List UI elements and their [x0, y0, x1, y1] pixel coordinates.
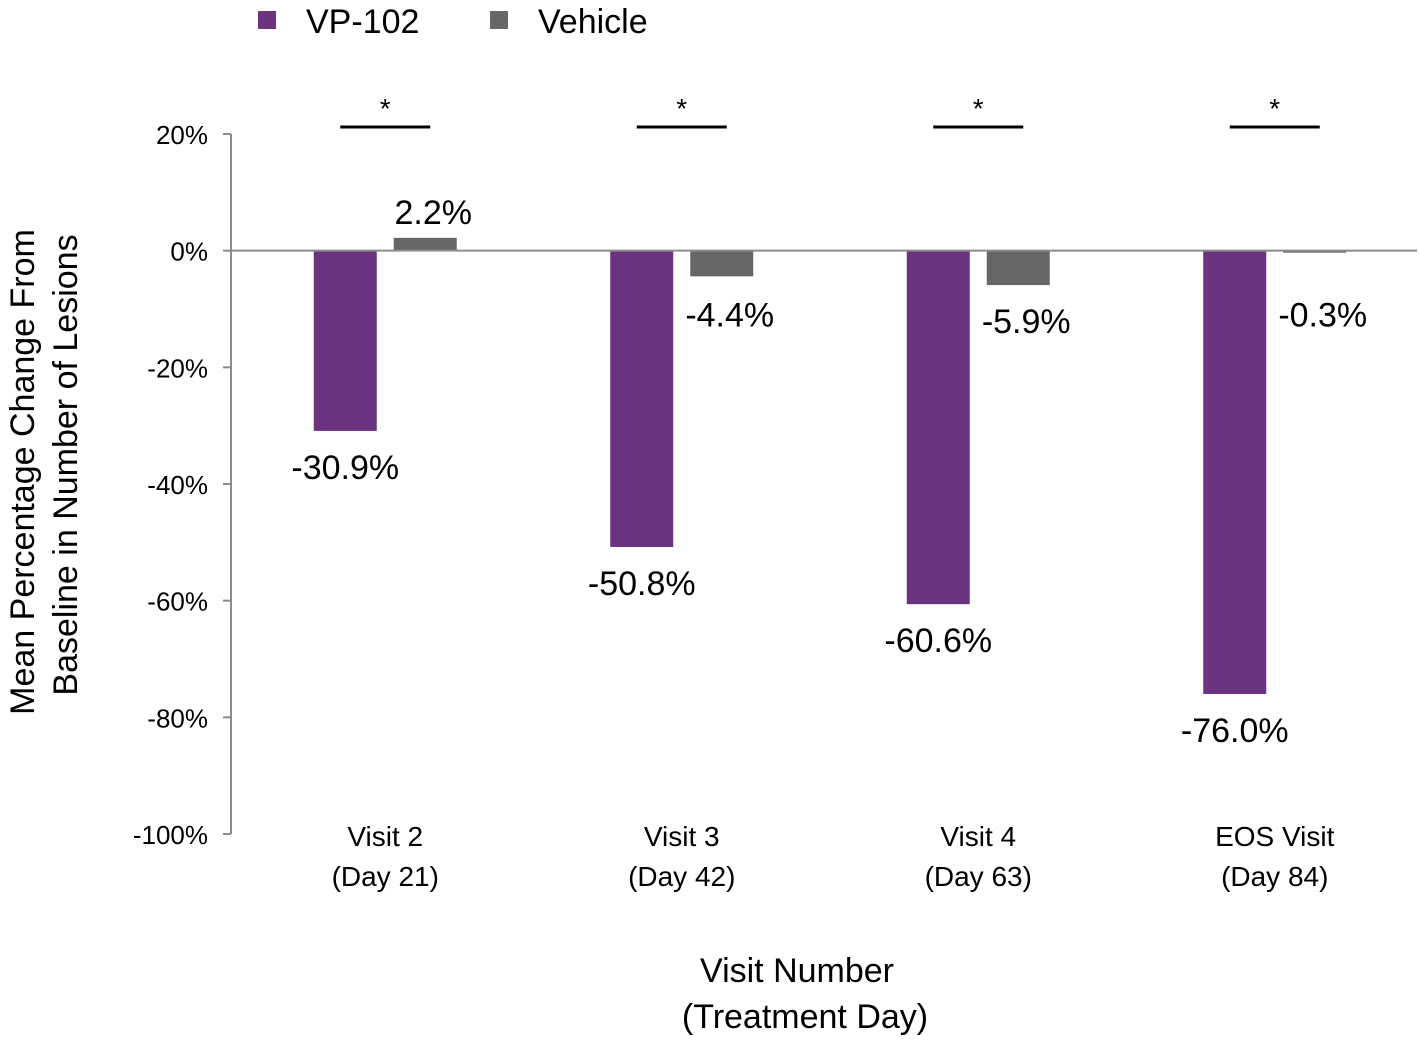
vp102-bar — [906, 250, 970, 605]
vehicle-data-label: -5.9% — [982, 303, 1071, 341]
y-tick-label: -40% — [147, 470, 208, 500]
category-label-line-1: Visit 4 — [940, 821, 1016, 852]
bars — [313, 237, 1347, 694]
category-label-line-1: EOS Visit — [1215, 821, 1335, 852]
significance-star: * — [380, 93, 391, 124]
category-label-line-2: (Day 63) — [925, 861, 1032, 892]
vp102-bar — [1203, 250, 1267, 694]
vp102-legend-label: VP-102 — [306, 3, 419, 41]
vp102-data-label: -76.0% — [1181, 712, 1289, 750]
y-tick-label: -100% — [133, 820, 208, 850]
vp102-bar — [610, 250, 674, 547]
vp102-bar — [313, 250, 377, 431]
vp102-data-label: -60.6% — [884, 622, 992, 660]
category-label-line-1: Visit 2 — [347, 821, 423, 852]
data-labels: -30.9% -50.8% -60.6% -76.0% 2.2% -4.4% -5.9% -0… — [291, 194, 1367, 750]
vehicle-legend-swatch — [490, 11, 508, 29]
y-tick-label: -80% — [147, 703, 208, 733]
significance-star: * — [676, 93, 687, 124]
x-axis-title: Visit Number (Treatment Day) — [682, 952, 928, 1036]
vehicle-bar — [393, 237, 457, 251]
y-axis-title: Mean Percentage Change From Baseline in … — [4, 229, 85, 715]
category-label-line-1: Visit 3 — [644, 821, 720, 852]
legend: VP-102 Vehicle — [258, 3, 648, 41]
y-axis-title-line-1: Mean Percentage Change From — [4, 229, 42, 715]
category-label-line-2: (Day 84) — [1221, 861, 1328, 892]
y-axis: 20% 0% -20% -40% -60% -80% -100% — [133, 120, 232, 850]
vehicle-data-label: -4.4% — [685, 297, 774, 335]
y-tick-label: 20% — [156, 120, 208, 150]
vehicle-bar — [690, 250, 754, 277]
vp102-legend-swatch — [258, 11, 276, 29]
y-axis-title-line-2: Baseline in Number of Lesions — [47, 234, 85, 695]
significance-markers: * * * * — [340, 93, 1320, 129]
significance-star: * — [1269, 93, 1280, 124]
vp102-data-label: -30.9% — [291, 449, 399, 487]
vehicle-bar — [986, 250, 1050, 286]
y-tick-label: 0% — [170, 237, 208, 267]
vehicle-data-label: 2.2% — [395, 194, 473, 232]
vehicle-data-label: -0.3% — [1278, 297, 1367, 335]
y-tick-label: -20% — [147, 353, 208, 383]
category-label-line-2: (Day 42) — [628, 861, 735, 892]
y-tick-label: -60% — [147, 587, 208, 617]
vp102-data-label: -50.8% — [588, 565, 696, 603]
category-labels: Visit 2 (Day 21) Visit 3 (Day 42) Visit 4 (Da… — [332, 821, 1335, 892]
category-label-line-2: (Day 21) — [332, 861, 439, 892]
x-axis-title-line-2: (Treatment Day) — [682, 998, 928, 1036]
vehicle-legend-label: Vehicle — [538, 3, 648, 41]
significance-star: * — [973, 93, 984, 124]
x-axis-title-line-1: Visit Number — [700, 952, 894, 990]
